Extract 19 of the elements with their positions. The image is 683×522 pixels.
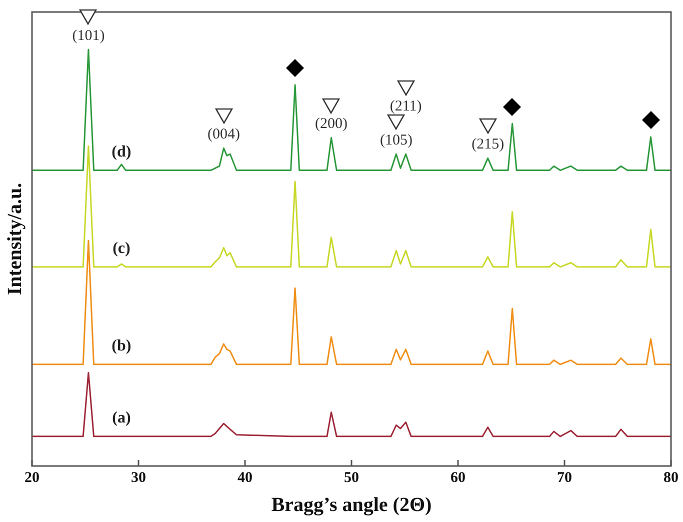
series-label: (a): [112, 410, 131, 427]
annotation: (101): [72, 28, 105, 44]
x-tick-label: 80: [664, 470, 678, 486]
annotation: (004): [207, 126, 240, 143]
annotation: (200): [315, 116, 348, 132]
annotation: (211): [390, 98, 422, 114]
y-axis-title: Intensity/a.u.: [4, 182, 26, 296]
x-tick-label: 50: [344, 470, 359, 486]
x-tick-label: 60: [450, 470, 466, 486]
series-label: (c): [112, 240, 130, 258]
x-axis-title: Bragg’s angle (2Θ): [271, 494, 432, 516]
series-label: (b): [112, 338, 132, 355]
x-tick-label: 70: [557, 470, 572, 486]
x-tick-label: 30: [131, 470, 146, 486]
annotation: (215): [472, 136, 504, 153]
x-tick-label: 20: [24, 470, 40, 486]
series-label: (d): [112, 143, 132, 160]
x-tick-label: 40: [238, 470, 252, 486]
annotation: (105): [380, 132, 412, 148]
